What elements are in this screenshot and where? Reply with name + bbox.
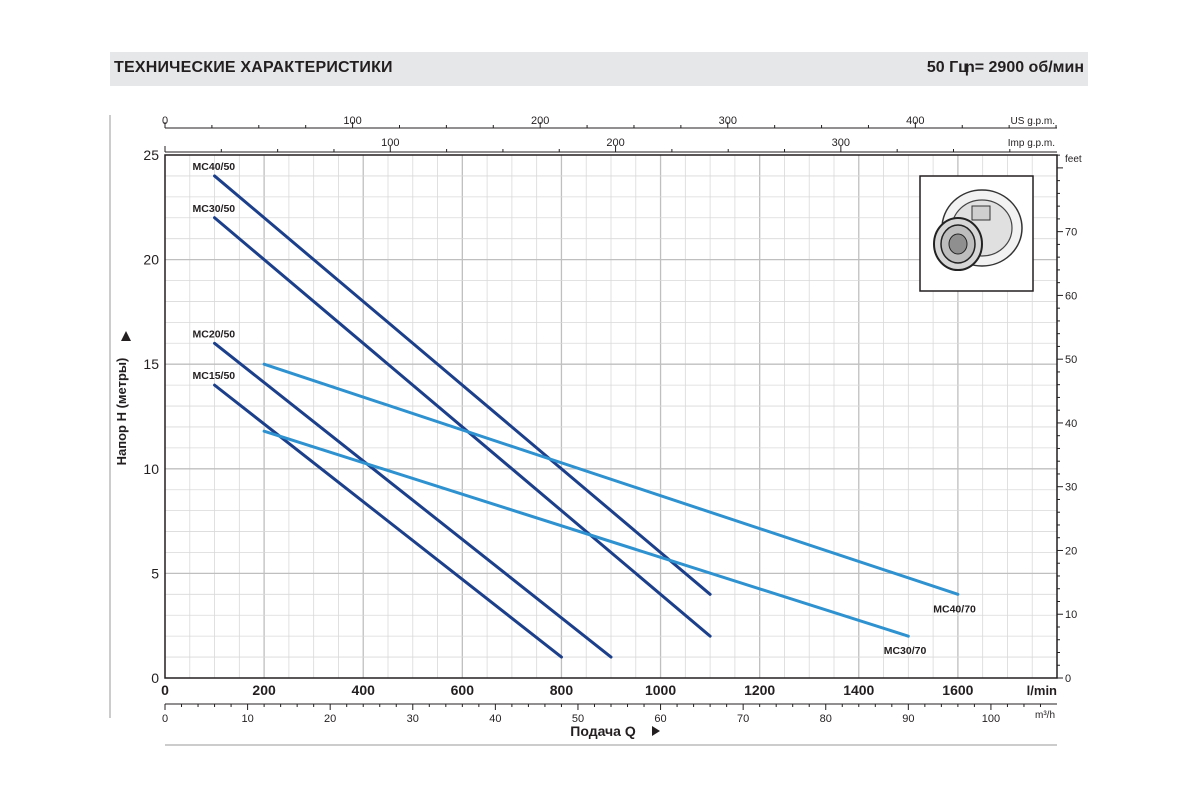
m3h-tick-label: 30 (407, 713, 419, 725)
series-label: MC20/50 (193, 328, 236, 340)
frequency-label: 50 Гц (926, 59, 968, 76)
x-tick-label: 1400 (843, 682, 874, 698)
x-tick-label: 200 (252, 682, 276, 698)
x-unit-label: l/min (1027, 683, 1057, 698)
m3h-tick-label: 40 (489, 713, 501, 725)
feet-tick-label: 30 (1065, 482, 1077, 494)
series-label: MC30/50 (193, 203, 236, 215)
us-gpm-tick-label: 0 (162, 115, 168, 127)
series-line (262, 362, 960, 596)
feet-tick-label: 60 (1065, 290, 1077, 302)
feet-tick-label: 50 (1065, 354, 1077, 366)
y-axis-label: Напор H (метры) (114, 358, 129, 466)
imp-gpm-tick-label: 200 (606, 137, 624, 149)
pump-impeller-icon (933, 189, 1023, 271)
y-tick-label: 5 (151, 565, 159, 581)
series-line (213, 174, 712, 596)
m3h-tick-label: 70 (737, 713, 749, 725)
series-line (213, 216, 712, 638)
x-tick-label: 1200 (744, 682, 775, 698)
page-title: ТЕХНИЧЕСКИЕ ХАРАКТЕРИСТИКИ (114, 59, 393, 76)
us-gpm-unit-label: US g.p.m. (1011, 116, 1055, 127)
feet-tick-label: 0 (1065, 673, 1071, 685)
m3h-tick-label: 50 (572, 713, 584, 725)
y-axis-arrow-icon (121, 331, 131, 341)
x-tick-label: 400 (352, 682, 376, 698)
x-tick-label: 1600 (942, 682, 973, 698)
x-tick-label: 800 (550, 682, 574, 698)
series-line (262, 429, 910, 638)
imp-gpm-tick-label: 100 (381, 137, 399, 149)
imp-gpm-unit-label: Imp g.p.m. (1008, 138, 1055, 149)
feet-unit-label: feet (1065, 154, 1082, 165)
feet-tick-label: 40 (1065, 418, 1077, 430)
us-gpm-tick-label: 400 (906, 115, 924, 127)
m3h-tick-label: 100 (982, 713, 1000, 725)
feet-tick-label: 10 (1065, 609, 1077, 621)
plot-frame (164, 154, 1058, 679)
m3h-unit-label: m³/h (1035, 710, 1055, 721)
us-gpm-tick-label: 200 (531, 115, 549, 127)
us-gpm-tick-label: 100 (343, 115, 361, 127)
y-tick-label: 10 (143, 461, 159, 477)
series-line (213, 383, 563, 659)
y-tick-label: 20 (143, 252, 159, 268)
us-gpm-tick-label: 300 (719, 115, 737, 127)
x-tick-label: 600 (451, 682, 475, 698)
y-tick-label: 25 (143, 147, 159, 163)
y-tick-label: 0 (151, 670, 159, 686)
m3h-tick-label: 0 (162, 713, 168, 725)
m3h-tick-label: 10 (241, 713, 253, 725)
x-axis-arrow-icon (652, 726, 660, 736)
feet-tick-label: 20 (1065, 545, 1077, 557)
speed-label: n= 2900 об/мин (964, 59, 1084, 76)
series-label: MC40/70 (933, 603, 976, 615)
series-label: MC15/50 (193, 370, 236, 382)
header-banner: ТЕХНИЧЕСКИЕ ХАРАКТЕРИСТИКИ 50 Гц n= 2900… (110, 52, 1088, 86)
m3h-tick-label: 80 (820, 713, 832, 725)
m3h-tick-label: 90 (902, 713, 914, 725)
imp-gpm-tick-label: 300 (832, 137, 850, 149)
x-tick-label: 1000 (645, 682, 676, 698)
x-axis-label: Подача Q (570, 723, 636, 739)
series-line (213, 341, 613, 659)
m3h-tick-label: 60 (654, 713, 666, 725)
series-label: MC30/70 (884, 645, 927, 657)
x-tick-label: 0 (161, 682, 169, 698)
m3h-tick-label: 20 (324, 713, 336, 725)
feet-tick-label: 70 (1065, 227, 1077, 239)
y-tick-label: 15 (143, 356, 159, 372)
series-label: MC40/50 (193, 161, 236, 173)
